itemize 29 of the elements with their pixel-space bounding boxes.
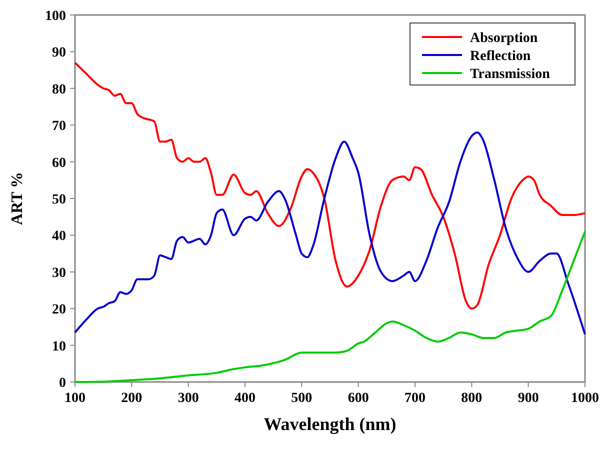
x-tick-label: 400 <box>234 391 256 406</box>
x-tick-label: 600 <box>348 391 369 406</box>
y-tick-label: 100 <box>45 9 66 24</box>
line-series <box>74 62 586 310</box>
y-tick-label: 30 <box>52 266 66 281</box>
line-series <box>74 131 586 336</box>
x-tick-label: 700 <box>404 391 426 406</box>
x-tick-label: 300 <box>178 391 199 406</box>
y-tick-label: 40 <box>52 229 66 244</box>
y-tick-label: 0 <box>59 376 66 391</box>
x-tick-label: 200 <box>121 391 142 406</box>
y-tick-label: 20 <box>52 302 66 318</box>
x-tick-label: 800 <box>461 391 482 406</box>
legend-label: Reflection <box>470 49 531 64</box>
x-axis-title: Wavelength (nm) <box>264 414 396 434</box>
legend-label: Absorption <box>470 31 538 46</box>
x-tick-label: 1000 <box>571 391 599 406</box>
y-tick-label: 50 <box>52 192 66 208</box>
y-tick-label: 60 <box>52 156 66 171</box>
y-tick-label: 90 <box>52 46 66 61</box>
x-tick-label: 100 <box>64 391 86 406</box>
x-tick-label: 900 <box>518 391 539 406</box>
x-tick-label: 500 <box>291 391 312 406</box>
y-tick-label: 10 <box>52 339 66 354</box>
y-tick-label: 80 <box>52 82 66 98</box>
legend-label: Transmission <box>470 67 550 82</box>
y-axis-title: ART % <box>9 172 26 225</box>
line-series <box>74 230 586 383</box>
y-tick-label: 70 <box>52 119 66 134</box>
